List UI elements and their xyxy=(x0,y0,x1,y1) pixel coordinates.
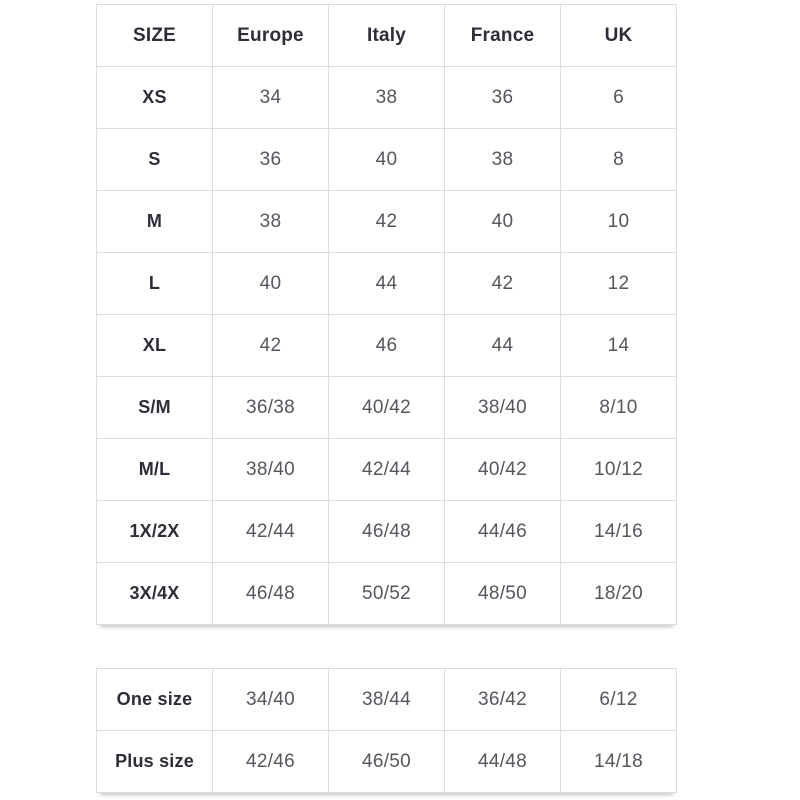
value-cell-france: 38/40 xyxy=(444,376,561,439)
header-cell-size: SIZE xyxy=(96,4,213,67)
size-label-cell: 1X/2X xyxy=(96,500,213,563)
value-cell-italy: 42 xyxy=(328,190,445,253)
value-cell-europe: 38 xyxy=(212,190,329,253)
value-cell-uk: 14 xyxy=(560,314,677,377)
size-label-cell: 3X/4X xyxy=(96,562,213,625)
value-cell-europe: 42 xyxy=(212,314,329,377)
value-cell-uk: 8 xyxy=(560,128,677,191)
value-cell-france: 38 xyxy=(444,128,561,191)
value-cell-france: 44/46 xyxy=(444,500,561,563)
size-label-cell: L xyxy=(96,252,213,315)
value-cell-italy: 44 xyxy=(328,252,445,315)
value-cell-france: 36/42 xyxy=(444,668,561,731)
header-cell-france: France xyxy=(444,4,561,67)
table-row: M 38 42 40 10 xyxy=(96,190,677,253)
value-cell-uk: 6 xyxy=(560,66,677,129)
value-cell-france: 40/42 xyxy=(444,438,561,501)
table-row: XL 42 46 44 14 xyxy=(96,314,677,377)
value-cell-uk: 6/12 xyxy=(560,668,677,731)
size-label-cell: S xyxy=(96,128,213,191)
value-cell-uk: 14/18 xyxy=(560,730,677,793)
value-cell-italy: 46 xyxy=(328,314,445,377)
value-cell-france: 42 xyxy=(444,252,561,315)
value-cell-europe: 42/46 xyxy=(212,730,329,793)
table-row: S 36 40 38 8 xyxy=(96,128,677,191)
value-cell-italy: 42/44 xyxy=(328,438,445,501)
value-cell-europe: 38/40 xyxy=(212,438,329,501)
table-row: M/L 38/40 42/44 40/42 10/12 xyxy=(96,438,677,501)
size-table: SIZE Europe Italy France UK XS 34 38 36 … xyxy=(96,4,677,625)
value-cell-italy: 38 xyxy=(328,66,445,129)
special-size-table: One size 34/40 38/44 36/42 6/12 Plus siz… xyxy=(96,668,677,793)
value-cell-france: 40 xyxy=(444,190,561,253)
value-cell-europe: 34/40 xyxy=(212,668,329,731)
value-cell-italy: 40/42 xyxy=(328,376,445,439)
value-cell-france: 36 xyxy=(444,66,561,129)
size-label-cell: M xyxy=(96,190,213,253)
header-cell-italy: Italy xyxy=(328,4,445,67)
value-cell-uk: 8/10 xyxy=(560,376,677,439)
value-cell-italy: 38/44 xyxy=(328,668,445,731)
table-row: One size 34/40 38/44 36/42 6/12 xyxy=(96,668,677,731)
value-cell-uk: 18/20 xyxy=(560,562,677,625)
header-cell-europe: Europe xyxy=(212,4,329,67)
table-row: 1X/2X 42/44 46/48 44/46 14/16 xyxy=(96,500,677,563)
value-cell-europe: 46/48 xyxy=(212,562,329,625)
table-row: Plus size 42/46 46/50 44/48 14/18 xyxy=(96,730,677,793)
table-row: XS 34 38 36 6 xyxy=(96,66,677,129)
value-cell-europe: 34 xyxy=(212,66,329,129)
value-cell-uk: 10 xyxy=(560,190,677,253)
value-cell-uk: 12 xyxy=(560,252,677,315)
header-cell-uk: UK xyxy=(560,4,677,67)
size-label-cell: Plus size xyxy=(96,730,213,793)
value-cell-europe: 36 xyxy=(212,128,329,191)
value-cell-europe: 36/38 xyxy=(212,376,329,439)
table-row: L 40 44 42 12 xyxy=(96,252,677,315)
value-cell-europe: 42/44 xyxy=(212,500,329,563)
value-cell-italy: 46/48 xyxy=(328,500,445,563)
value-cell-france: 48/50 xyxy=(444,562,561,625)
size-label-cell: XS xyxy=(96,66,213,129)
size-label-cell: XL xyxy=(96,314,213,377)
size-conversion-table: SIZE Europe Italy France UK XS 34 38 36 … xyxy=(96,4,677,625)
size-label-cell: M/L xyxy=(96,438,213,501)
value-cell-italy: 50/52 xyxy=(328,562,445,625)
value-cell-uk: 10/12 xyxy=(560,438,677,501)
size-label-cell: One size xyxy=(96,668,213,731)
size-label-cell: S/M xyxy=(96,376,213,439)
value-cell-france: 44/48 xyxy=(444,730,561,793)
value-cell-france: 44 xyxy=(444,314,561,377)
value-cell-italy: 40 xyxy=(328,128,445,191)
value-cell-uk: 14/16 xyxy=(560,500,677,563)
special-sizes-table: One size 34/40 38/44 36/42 6/12 Plus siz… xyxy=(96,668,677,793)
table-row: S/M 36/38 40/42 38/40 8/10 xyxy=(96,376,677,439)
table-row: 3X/4X 46/48 50/52 48/50 18/20 xyxy=(96,562,677,625)
value-cell-italy: 46/50 xyxy=(328,730,445,793)
header-row: SIZE Europe Italy France UK xyxy=(96,4,677,67)
value-cell-europe: 40 xyxy=(212,252,329,315)
